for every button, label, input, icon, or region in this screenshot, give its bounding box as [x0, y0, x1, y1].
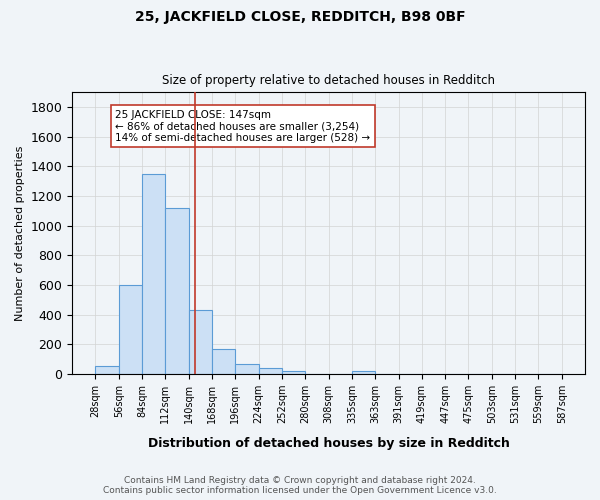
Bar — [142, 174, 166, 374]
Bar — [352, 371, 375, 374]
Title: Size of property relative to detached houses in Redditch: Size of property relative to detached ho… — [162, 74, 495, 87]
Bar — [282, 371, 305, 374]
Text: 25, JACKFIELD CLOSE, REDDITCH, B98 0BF: 25, JACKFIELD CLOSE, REDDITCH, B98 0BF — [134, 10, 466, 24]
Y-axis label: Number of detached properties: Number of detached properties — [15, 146, 25, 321]
Bar — [212, 348, 235, 374]
X-axis label: Distribution of detached houses by size in Redditch: Distribution of detached houses by size … — [148, 437, 509, 450]
Bar — [235, 364, 259, 374]
Bar — [119, 285, 142, 374]
Bar — [189, 310, 212, 374]
Bar — [259, 368, 282, 374]
Text: 25 JACKFIELD CLOSE: 147sqm
← 86% of detached houses are smaller (3,254)
14% of s: 25 JACKFIELD CLOSE: 147sqm ← 86% of deta… — [115, 110, 371, 142]
Bar — [95, 366, 119, 374]
Text: Contains HM Land Registry data © Crown copyright and database right 2024.
Contai: Contains HM Land Registry data © Crown c… — [103, 476, 497, 495]
Bar — [166, 208, 189, 374]
